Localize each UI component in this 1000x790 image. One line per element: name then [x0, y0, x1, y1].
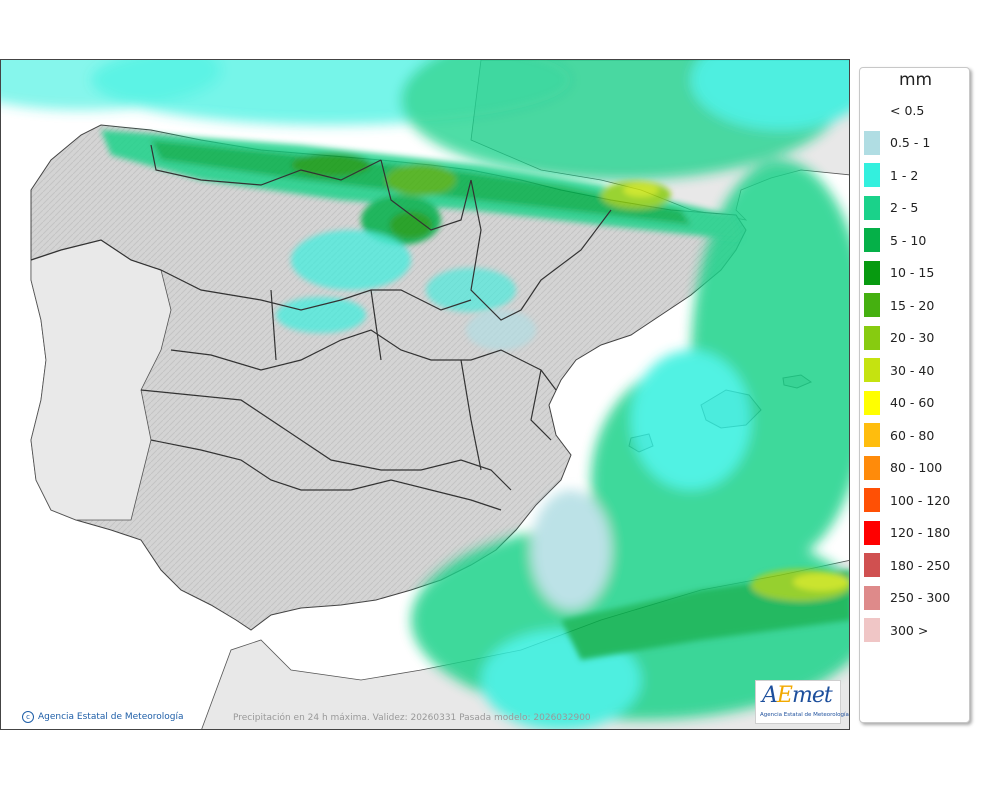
legend-item: < 0.5 — [864, 98, 924, 122]
legend-label: 30 - 40 — [890, 362, 935, 378]
legend-swatch — [864, 423, 880, 447]
legend-item: 40 - 60 — [864, 390, 935, 415]
legend-item: 80 - 100 — [864, 455, 943, 480]
legend-swatch — [864, 455, 880, 480]
legend-item: 1 - 2 — [864, 163, 918, 187]
legend-swatch — [864, 195, 880, 220]
legend-swatch — [864, 228, 880, 252]
legend-label: 10 - 15 — [890, 265, 935, 280]
legend-swatch — [864, 325, 880, 350]
legend-label: 40 - 60 — [890, 395, 935, 410]
legend-label: 2 - 5 — [890, 200, 919, 215]
map-caption: Precipitación en 24 h máxima. Validez: 2… — [233, 713, 591, 723]
legend-label: 60 - 80 — [890, 427, 935, 443]
legend-item: 120 - 180 — [864, 520, 951, 545]
legend-label: 5 - 10 — [890, 232, 927, 248]
legend-swatch — [864, 358, 880, 382]
aemet-logo: AEmet Agencia Estatal de Meteorología — [755, 680, 849, 724]
legend-label: 80 - 100 — [890, 460, 943, 475]
legend-item: 10 - 15 — [864, 260, 935, 285]
legend-swatch — [864, 260, 880, 285]
aemet-wordmark: AEmet — [762, 683, 833, 708]
legend-item: 30 - 40 — [864, 358, 934, 382]
legend-item: 15 - 20 — [864, 293, 934, 317]
precipitation-map — [0, 59, 850, 730]
legend-swatch — [864, 488, 880, 512]
aemet-subtitle: Agencia Estatal de Meteorología — [760, 712, 849, 718]
legend-item: 180 - 250 — [864, 553, 950, 577]
map-canvas — [1, 60, 849, 729]
legend-swatch — [864, 293, 880, 317]
legend-label: 250 - 300 — [890, 590, 951, 605]
legend-label: 20 - 30 — [890, 330, 935, 345]
legend-swatch — [864, 390, 880, 415]
copyright-icon: c — [22, 711, 34, 723]
legend-item: 60 - 80 — [864, 423, 934, 447]
credit-text: Agencia Estatal de Meteorología — [38, 712, 184, 722]
precipitation-legend: mm < 0.5 0.5 - 1 1 - 2 2 - 5 5 - 10 10 - 15 15… — [859, 67, 970, 723]
legend-item: 300 > — [864, 618, 928, 642]
copyright-credit: c Agencia Estatal de Meteorología — [22, 711, 184, 723]
legend-swatch — [864, 618, 880, 642]
legend-item: 0.5 - 1 — [864, 130, 931, 155]
legend-item: 250 - 300 — [864, 585, 951, 610]
region-borders — [30, 144, 612, 511]
legend-label: 300 > — [890, 622, 929, 638]
legend-swatch — [864, 520, 880, 545]
legend-item: 5 - 10 — [864, 228, 926, 252]
legend-swatch — [864, 553, 880, 577]
legend-swatch — [864, 98, 880, 122]
legend-swatch — [864, 130, 880, 155]
legend-label: 100 - 120 — [890, 492, 951, 508]
legend-item: 2 - 5 — [864, 195, 919, 220]
legend-swatch — [864, 163, 880, 187]
precipitation-layer — [1, 60, 849, 729]
legend-label: < 0.5 — [890, 102, 925, 118]
legend-item: 20 - 30 — [864, 325, 935, 350]
legend-label: 120 - 180 — [890, 525, 951, 540]
legend-label: 0.5 - 1 — [890, 135, 931, 150]
legend-label: 1 - 2 — [890, 167, 919, 183]
legend-label: 180 - 250 — [890, 557, 951, 573]
legend-label: 15 - 20 — [890, 297, 935, 313]
legend-item: 100 - 120 — [864, 488, 950, 512]
legend-swatch — [864, 585, 880, 610]
legend-title: mm — [898, 70, 933, 90]
